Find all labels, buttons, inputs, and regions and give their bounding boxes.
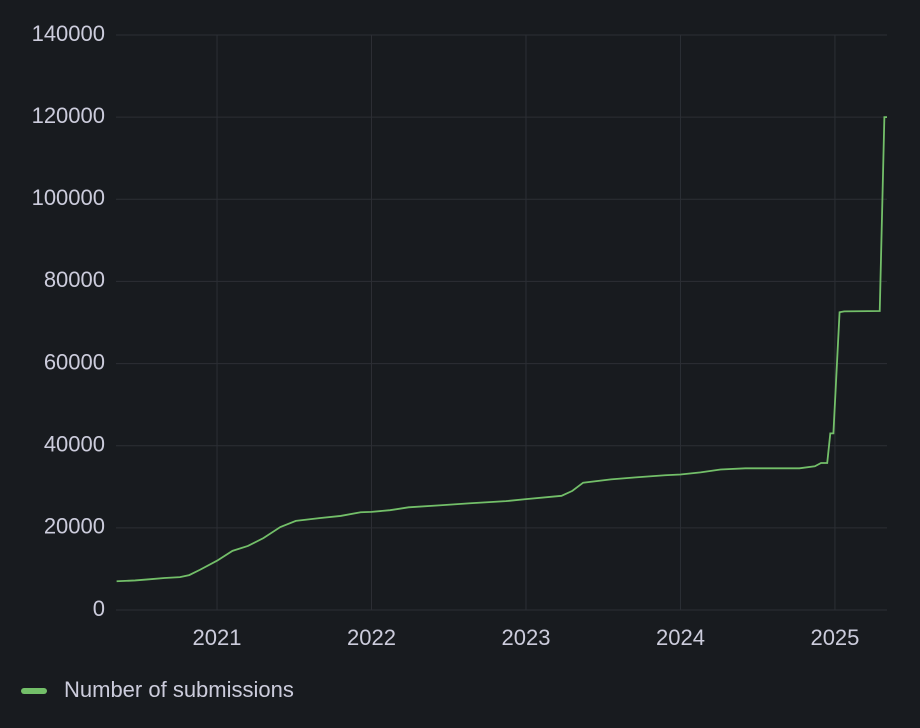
y-tick-label: 100000 <box>32 185 105 210</box>
legend-label: Number of submissions <box>64 677 294 702</box>
x-tick-label: 2022 <box>347 625 396 650</box>
y-tick-label: 20000 <box>44 514 105 539</box>
x-tick-label: 2025 <box>810 625 859 650</box>
line <box>116 116 887 583</box>
x-tick-label: 2021 <box>193 625 242 650</box>
y-tick-label: 40000 <box>44 432 105 457</box>
y-tick-label: 0 <box>93 596 105 621</box>
y-tick-label: 120000 <box>32 103 105 128</box>
x-tick-label: 2024 <box>656 625 705 650</box>
x-tick-label: 2023 <box>502 625 551 650</box>
y-tick-label: 140000 <box>32 21 105 46</box>
y-tick-label: 60000 <box>44 349 105 374</box>
y-tick-label: 80000 <box>44 267 105 292</box>
